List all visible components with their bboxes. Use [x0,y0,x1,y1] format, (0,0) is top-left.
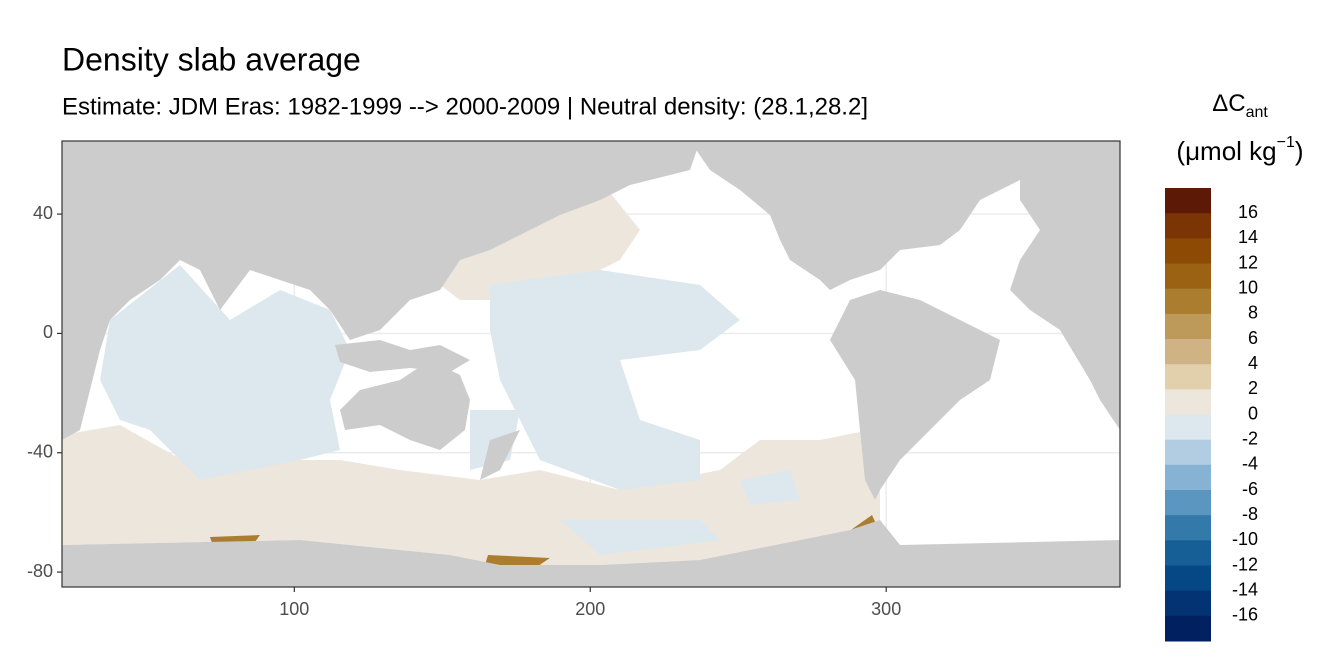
legend-swatch [1165,263,1211,290]
x-tick-label: 300 [871,599,901,619]
legend-swatch [1165,238,1211,264]
legend-title: ΔCant [1212,90,1268,121]
negative-region [560,520,720,555]
legend-label: -14 [1232,579,1258,599]
panel-border [61,140,1121,588]
chart-title: Density slab average [62,41,361,77]
legend-swatch [1165,313,1211,340]
legend-swatch [1165,188,1211,214]
eurasia-africa [62,141,700,440]
legend-swatch [1165,389,1211,415]
y-tick-label: 0 [43,322,53,342]
legend-label: -4 [1242,454,1258,474]
legend-title-subscript: ant [1246,104,1269,121]
legend-label: 0 [1248,403,1258,423]
legend-swatch [1165,364,1211,390]
australia [340,360,470,450]
legend-unit: (μmol kg−1) [1176,134,1303,166]
legend-unit-superscript: −1 [1277,134,1295,151]
legend-label: 6 [1248,328,1258,348]
legend-label: 12 [1238,252,1258,272]
legend-swatch [1165,490,1211,516]
legend-swatch [1165,414,1211,441]
negative-region [100,265,350,480]
y-tick-label: -40 [27,442,53,462]
legend-swatch [1165,565,1211,592]
legend-swatch [1165,464,1211,491]
legend-label: 16 [1238,202,1258,222]
y-tick-label: -80 [27,561,53,581]
legend-label: 8 [1248,303,1258,323]
positive-patch [210,535,260,543]
legend-swatch [1165,213,1211,239]
new-zealand [480,430,520,480]
legend-label: 2 [1248,378,1258,398]
legend-swatch [1165,439,1211,466]
legend-label: -16 [1232,605,1258,625]
legend-swatch [1165,615,1211,642]
map-field [62,165,880,568]
legend-swatch [1165,590,1211,617]
legend-swatch [1165,515,1211,541]
africa-west [1010,141,1120,430]
north-america [690,141,1120,290]
legend-swatch [1165,339,1211,365]
negative-region [490,270,740,490]
y-tick-label: 40 [33,203,53,223]
legend-swatch [1165,288,1211,315]
legend-label: -10 [1232,529,1258,549]
negative-region [740,470,800,505]
antarctica [62,520,1120,587]
x-tick-label: 100 [279,599,309,619]
legend-label: 4 [1248,353,1258,373]
legend-label: 10 [1238,277,1258,297]
x-tick-label: 200 [575,599,605,619]
legend-label: -12 [1232,554,1258,574]
south-america [830,290,1000,500]
legend-unit-close: ) [1295,136,1304,166]
legend-label: 14 [1238,227,1258,247]
chart-subtitle: Estimate: JDM Eras: 1982-1999 --> 2000-2… [62,93,868,120]
legend-swatch [1165,540,1211,566]
legend: 16 14 12 10 8 6 4 2 0 -2 -4 -6 -8 -10 -12 -14 -16 [1165,188,1258,642]
land [62,141,1120,587]
legend-label: -8 [1242,504,1258,524]
legend-label: -2 [1242,428,1258,448]
legend-label: -6 [1242,479,1258,499]
positive-patch [485,555,550,568]
legend-title-main: ΔC [1212,90,1245,117]
legend-unit-main: (μmol kg [1176,136,1276,166]
